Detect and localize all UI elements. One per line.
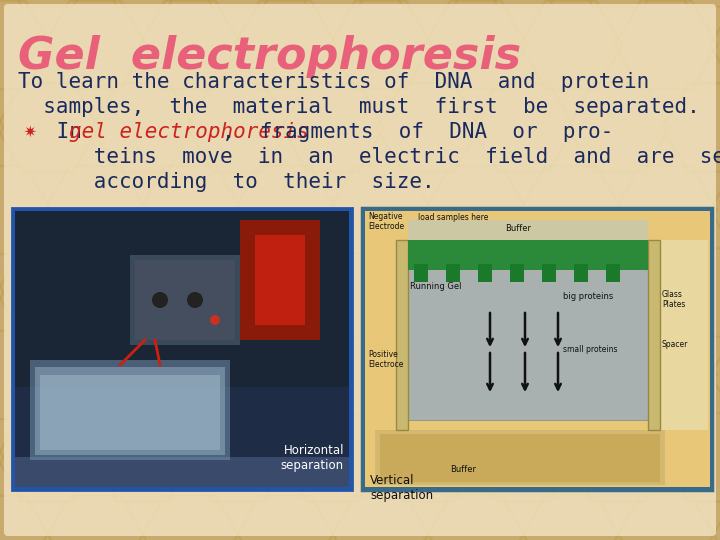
Bar bbox=[380, 434, 660, 482]
Text: according  to  their  size.: according to their size. bbox=[18, 172, 435, 192]
Bar bbox=[15, 211, 349, 487]
Bar bbox=[408, 220, 648, 240]
Text: Gel  electrophoresis: Gel electrophoresis bbox=[18, 35, 521, 78]
Bar bbox=[135, 260, 235, 340]
Bar bbox=[408, 250, 648, 420]
Text: Buffer: Buffer bbox=[450, 465, 476, 474]
Bar bbox=[375, 430, 665, 485]
Circle shape bbox=[152, 292, 168, 308]
Bar bbox=[660, 240, 708, 430]
Text: Glass
Plates: Glass Plates bbox=[662, 290, 685, 309]
Bar bbox=[606, 264, 620, 282]
Bar bbox=[35, 367, 225, 455]
Text: Positive
Electroce: Positive Electroce bbox=[368, 350, 403, 369]
Text: To learn the characteristics of  DNA  and  protein: To learn the characteristics of DNA and … bbox=[18, 72, 649, 92]
FancyBboxPatch shape bbox=[362, 208, 712, 490]
Text: gel electrophoresis: gel electrophoresis bbox=[69, 122, 309, 142]
Bar bbox=[648, 240, 660, 430]
Bar bbox=[574, 264, 588, 282]
Text: small proteins: small proteins bbox=[563, 345, 618, 354]
Text: Buffer: Buffer bbox=[505, 224, 531, 233]
Circle shape bbox=[187, 292, 203, 308]
Bar bbox=[510, 264, 524, 282]
Bar bbox=[542, 264, 556, 282]
Bar bbox=[130, 255, 240, 345]
Bar bbox=[40, 375, 220, 450]
Text: big proteins: big proteins bbox=[563, 292, 613, 301]
Bar bbox=[478, 264, 492, 282]
Text: ,  fragments  of  DNA  or  pro-: , fragments of DNA or pro- bbox=[222, 122, 613, 142]
Bar bbox=[396, 240, 408, 430]
Text: In: In bbox=[44, 122, 94, 142]
Bar bbox=[255, 235, 305, 325]
Text: teins  move  in  an  electric  field  and  are  separated: teins move in an electric field and are … bbox=[18, 147, 720, 167]
Bar bbox=[30, 360, 230, 460]
Text: Negative
Electrode: Negative Electrode bbox=[368, 212, 404, 232]
Bar bbox=[365, 211, 710, 487]
Bar bbox=[446, 264, 460, 282]
Circle shape bbox=[210, 315, 220, 325]
Text: Horizontal
separation: Horizontal separation bbox=[281, 444, 344, 472]
Text: samples,  the  material  must  first  be  separated.: samples, the material must first be sepa… bbox=[18, 97, 700, 117]
FancyBboxPatch shape bbox=[12, 208, 352, 490]
Text: Running Gel: Running Gel bbox=[410, 282, 462, 291]
Text: load samples here: load samples here bbox=[418, 213, 488, 222]
Text: Vertical
separation: Vertical separation bbox=[370, 474, 433, 502]
Text: Spacer: Spacer bbox=[662, 340, 688, 349]
Text: ✷: ✷ bbox=[24, 122, 37, 142]
Bar bbox=[240, 220, 320, 340]
Bar bbox=[414, 264, 428, 282]
FancyBboxPatch shape bbox=[4, 4, 716, 536]
Bar bbox=[15, 387, 349, 487]
Bar bbox=[408, 240, 648, 270]
Bar bbox=[15, 457, 349, 487]
